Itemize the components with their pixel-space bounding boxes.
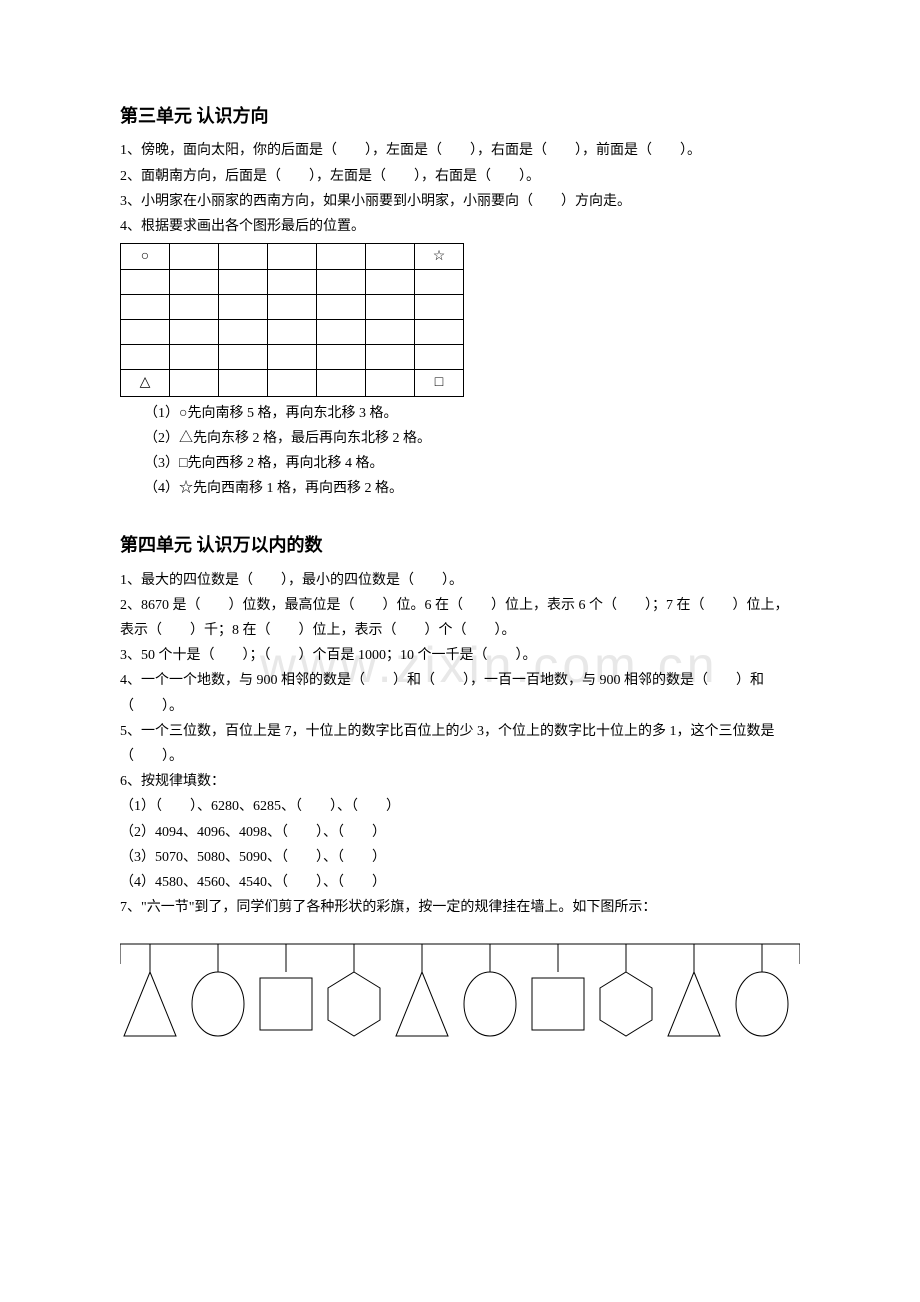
grid-cell <box>317 270 366 295</box>
grid-cell <box>415 345 464 370</box>
grid-cell <box>219 345 268 370</box>
unit3-title: 第三单元 认识方向 <box>120 100 800 132</box>
grid-cell <box>170 345 219 370</box>
unit4-q6-1: （1）（ ）、6280、6285、（ ）、（ ） <box>120 794 800 819</box>
grid-cell <box>366 320 415 345</box>
grid-cell: ○ <box>121 244 170 270</box>
grid-cell <box>170 270 219 295</box>
grid-cell <box>121 295 170 320</box>
grid-cell <box>170 320 219 345</box>
grid-cell <box>121 320 170 345</box>
grid-cell <box>366 270 415 295</box>
grid-cell <box>219 370 268 396</box>
grid-cell <box>415 270 464 295</box>
unit4-title: 第四单元 认识万以内的数 <box>120 529 800 561</box>
unit3-sub3: （3）□先向西移 2 格，再向北移 4 格。 <box>120 451 800 476</box>
grid-cell <box>317 370 366 396</box>
grid-cell: ☆ <box>415 244 464 270</box>
grid-cell <box>317 244 366 270</box>
unit4-q3: 3、50 个十是（ ）；（ ）个百是 1000；10 个一千是（ ）。 <box>120 643 800 668</box>
unit3-q1: 1、傍晚，面向太阳，你的后面是（ ），左面是（ ），右面是（ ），前面是（ ）。 <box>120 138 800 163</box>
unit4-q2: 2、8670 是（ ）位数，最高位是（ ）位。6 在（ ）位上，表示 6 个（ … <box>120 593 800 643</box>
grid-cell <box>219 320 268 345</box>
grid-cell <box>268 244 317 270</box>
unit4-q4: 4、一个一个地数，与 900 相邻的数是（ ）和（ ），一百一百地数，与 900… <box>120 668 800 718</box>
grid-cell <box>317 295 366 320</box>
grid-cell <box>219 270 268 295</box>
unit4-q6: 6、按规律填数： <box>120 769 800 794</box>
grid-cell <box>170 295 219 320</box>
grid-cell <box>170 244 219 270</box>
grid-cell <box>170 370 219 396</box>
grid-cell <box>219 295 268 320</box>
flags-svg <box>120 936 800 1086</box>
grid-cell: △ <box>121 370 170 396</box>
unit4-q6-4: （4）4580、4560、4540、（ ）、（ ） <box>120 870 800 895</box>
grid-cell <box>317 345 366 370</box>
unit3-q3: 3、小明家在小丽家的西南方向，如果小丽要到小明家，小丽要向（ ）方向走。 <box>120 189 800 214</box>
grid-cell <box>366 370 415 396</box>
grid-cell <box>366 244 415 270</box>
flags-diagram <box>120 936 800 1095</box>
unit4-q6-3: （3）5070、5080、5090、（ ）、（ ） <box>120 845 800 870</box>
unit3-sub2: （2）△先向东移 2 格，最后再向东北移 2 格。 <box>120 426 800 451</box>
direction-grid: ○ ☆ △ □ <box>120 243 464 396</box>
grid-cell <box>268 270 317 295</box>
unit4-q6-2: （2）4094、4096、4098、（ ）、（ ） <box>120 820 800 845</box>
grid-cell <box>415 320 464 345</box>
unit4-q7: 7、"六一节"到了，同学们剪了各种形状的彩旗，按一定的规律挂在墙上。如下图所示： <box>120 895 800 920</box>
unit3-q2: 2、面朝南方向，后面是（ ），左面是（ ），右面是（ ）。 <box>120 164 800 189</box>
unit4-q1: 1、最大的四位数是（ ），最小的四位数是（ ）。 <box>120 568 800 593</box>
grid-cell <box>219 244 268 270</box>
page-content: 第三单元 认识方向 1、傍晚，面向太阳，你的后面是（ ），左面是（ ），右面是（… <box>120 100 800 1095</box>
unit3-sub1: （1）○先向南移 5 格，再向东北移 3 格。 <box>120 401 800 426</box>
grid-cell <box>121 345 170 370</box>
grid-cell <box>268 370 317 396</box>
grid-cell <box>268 320 317 345</box>
grid-cell <box>317 320 366 345</box>
grid-cell <box>121 270 170 295</box>
unit3-q4: 4、根据要求画出各个图形最后的位置。 <box>120 214 800 239</box>
grid-cell <box>366 295 415 320</box>
grid-cell <box>366 345 415 370</box>
grid-cell <box>268 345 317 370</box>
grid-cell <box>268 295 317 320</box>
grid-cell <box>415 295 464 320</box>
unit4-q5: 5、一个三位数，百位上是 7，十位上的数字比百位上的少 3，个位上的数字比十位上… <box>120 719 800 769</box>
unit3-sub4: （4）☆先向西南移 1 格，再向西移 2 格。 <box>120 476 800 501</box>
grid-cell: □ <box>415 370 464 396</box>
